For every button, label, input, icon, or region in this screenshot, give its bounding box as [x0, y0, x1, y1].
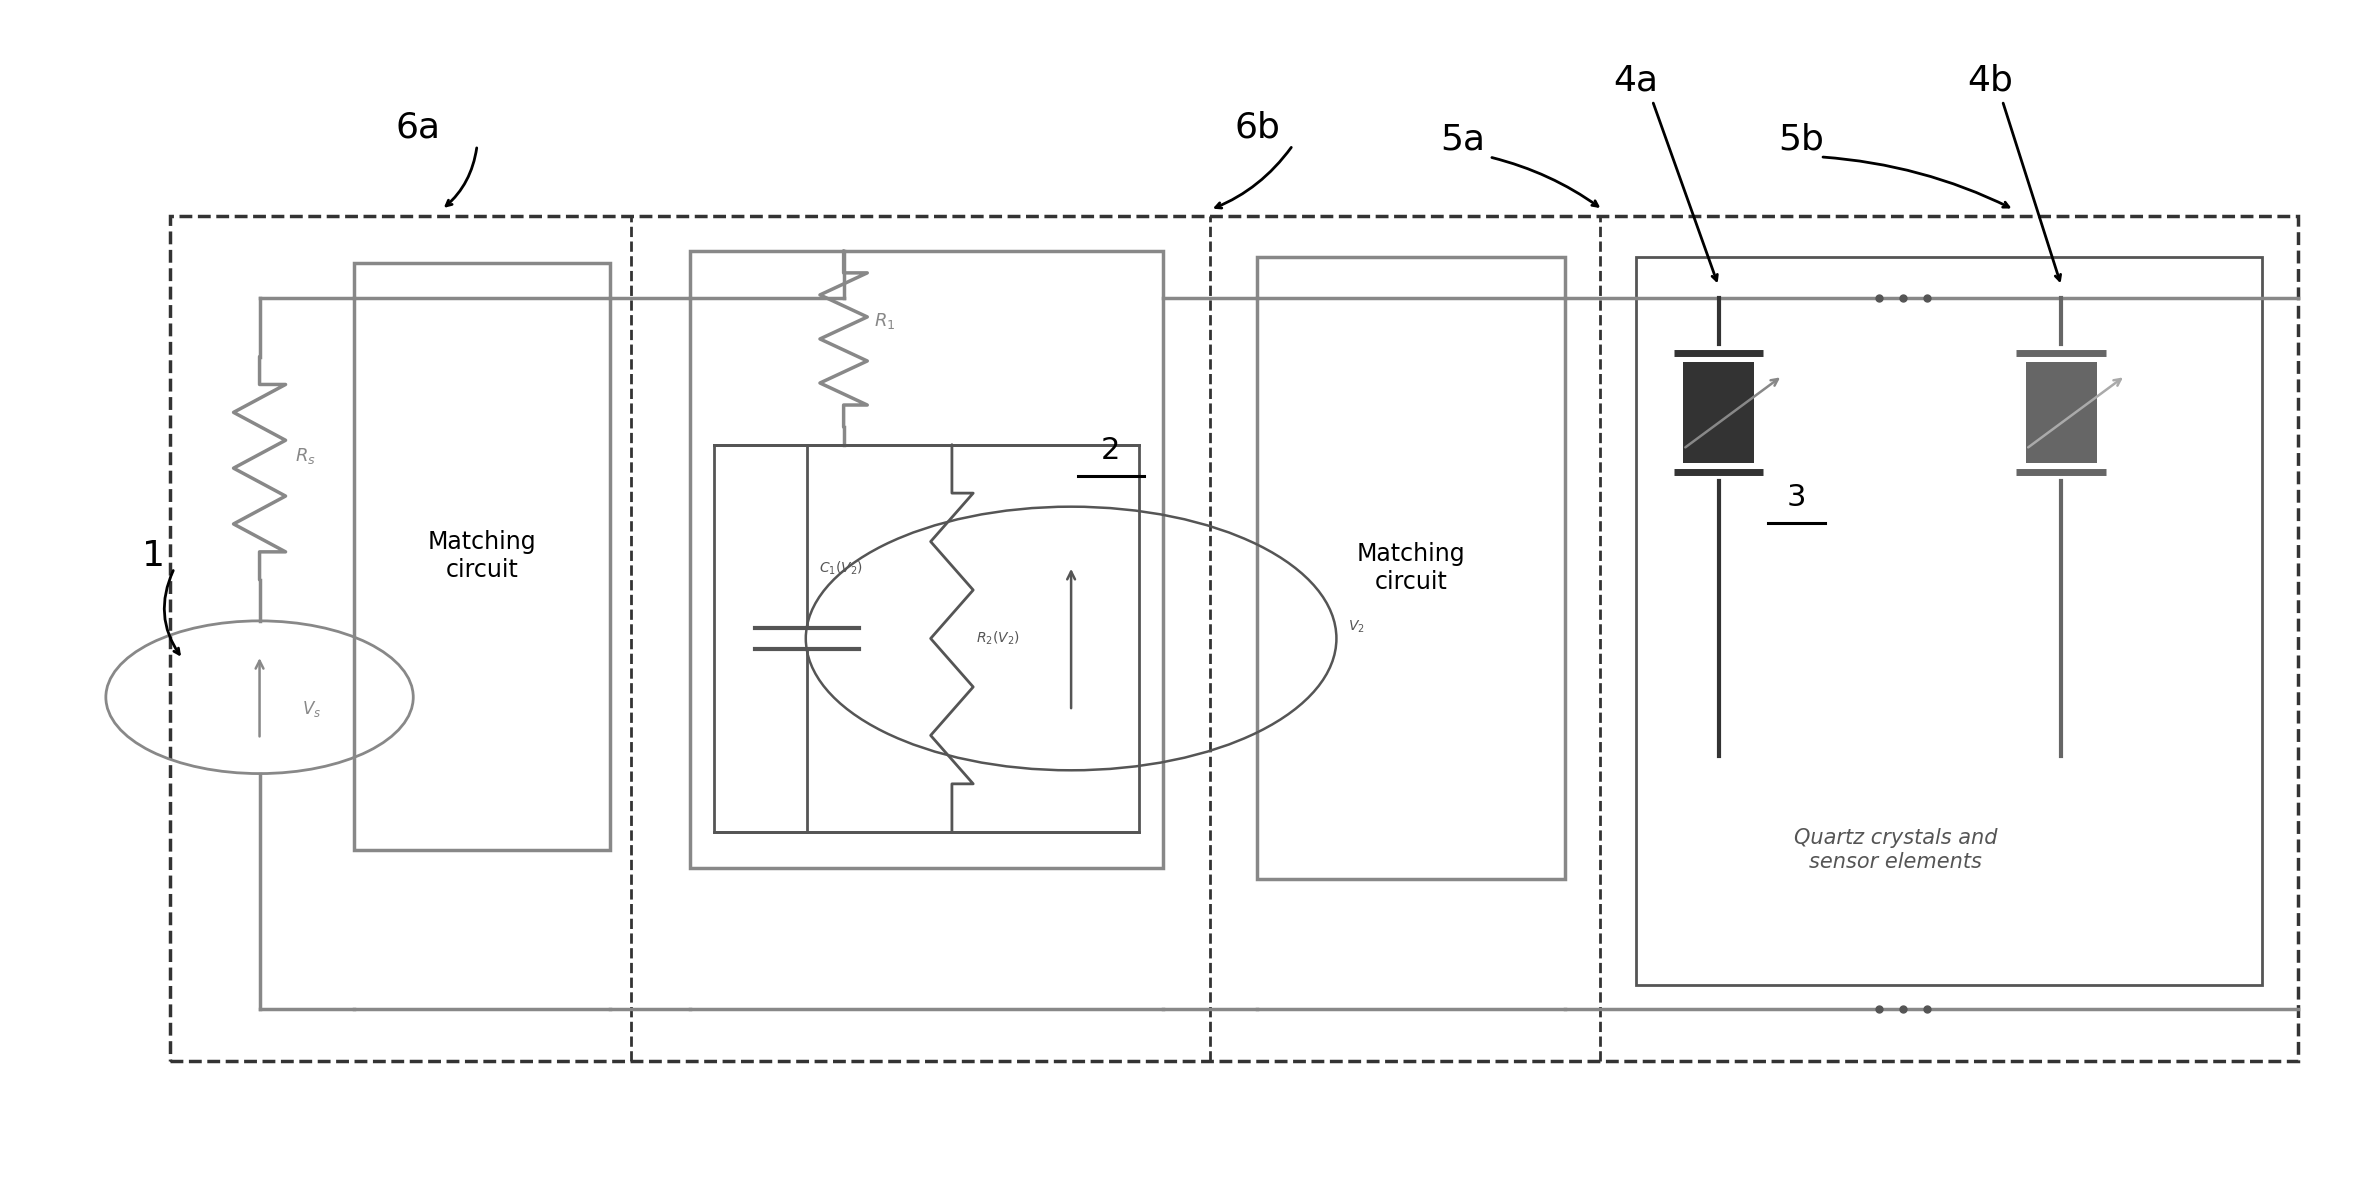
Bar	[1682, 362, 1754, 463]
Text: Matching
circuit: Matching circuit	[427, 530, 536, 582]
Text: 2: 2	[1101, 437, 1120, 465]
Text: 1: 1	[142, 539, 164, 574]
Text: 6b: 6b	[1234, 110, 1281, 144]
Text: 4a: 4a	[1614, 64, 1659, 97]
Text: 4b: 4b	[1967, 64, 2012, 97]
Bar	[1258, 257, 1564, 879]
Bar	[354, 263, 610, 849]
Text: Quartz crystals and
sensor elements: Quartz crystals and sensor elements	[1794, 828, 1998, 872]
Text: $C_1(V_2)$: $C_1(V_2)$	[819, 560, 864, 577]
Text: $R_s$: $R_s$	[294, 446, 316, 466]
Text: $V_s$: $V_s$	[301, 699, 320, 719]
Text: 5a: 5a	[1440, 122, 1485, 156]
Bar	[714, 445, 1139, 833]
Text: $R_2(V_2)$: $R_2(V_2)$	[975, 629, 1020, 647]
Text: $V_2$: $V_2$	[1348, 619, 1364, 635]
Bar	[691, 251, 1163, 867]
Text: $R_1$: $R_1$	[873, 311, 895, 331]
Bar	[1635, 257, 2261, 985]
Text: Matching
circuit: Matching circuit	[1357, 542, 1467, 594]
Text: 6a: 6a	[396, 110, 441, 144]
Bar	[171, 215, 2297, 1061]
Text: 3: 3	[1787, 483, 1806, 512]
Bar	[2027, 362, 2098, 463]
Text: 5b: 5b	[1777, 122, 1825, 156]
